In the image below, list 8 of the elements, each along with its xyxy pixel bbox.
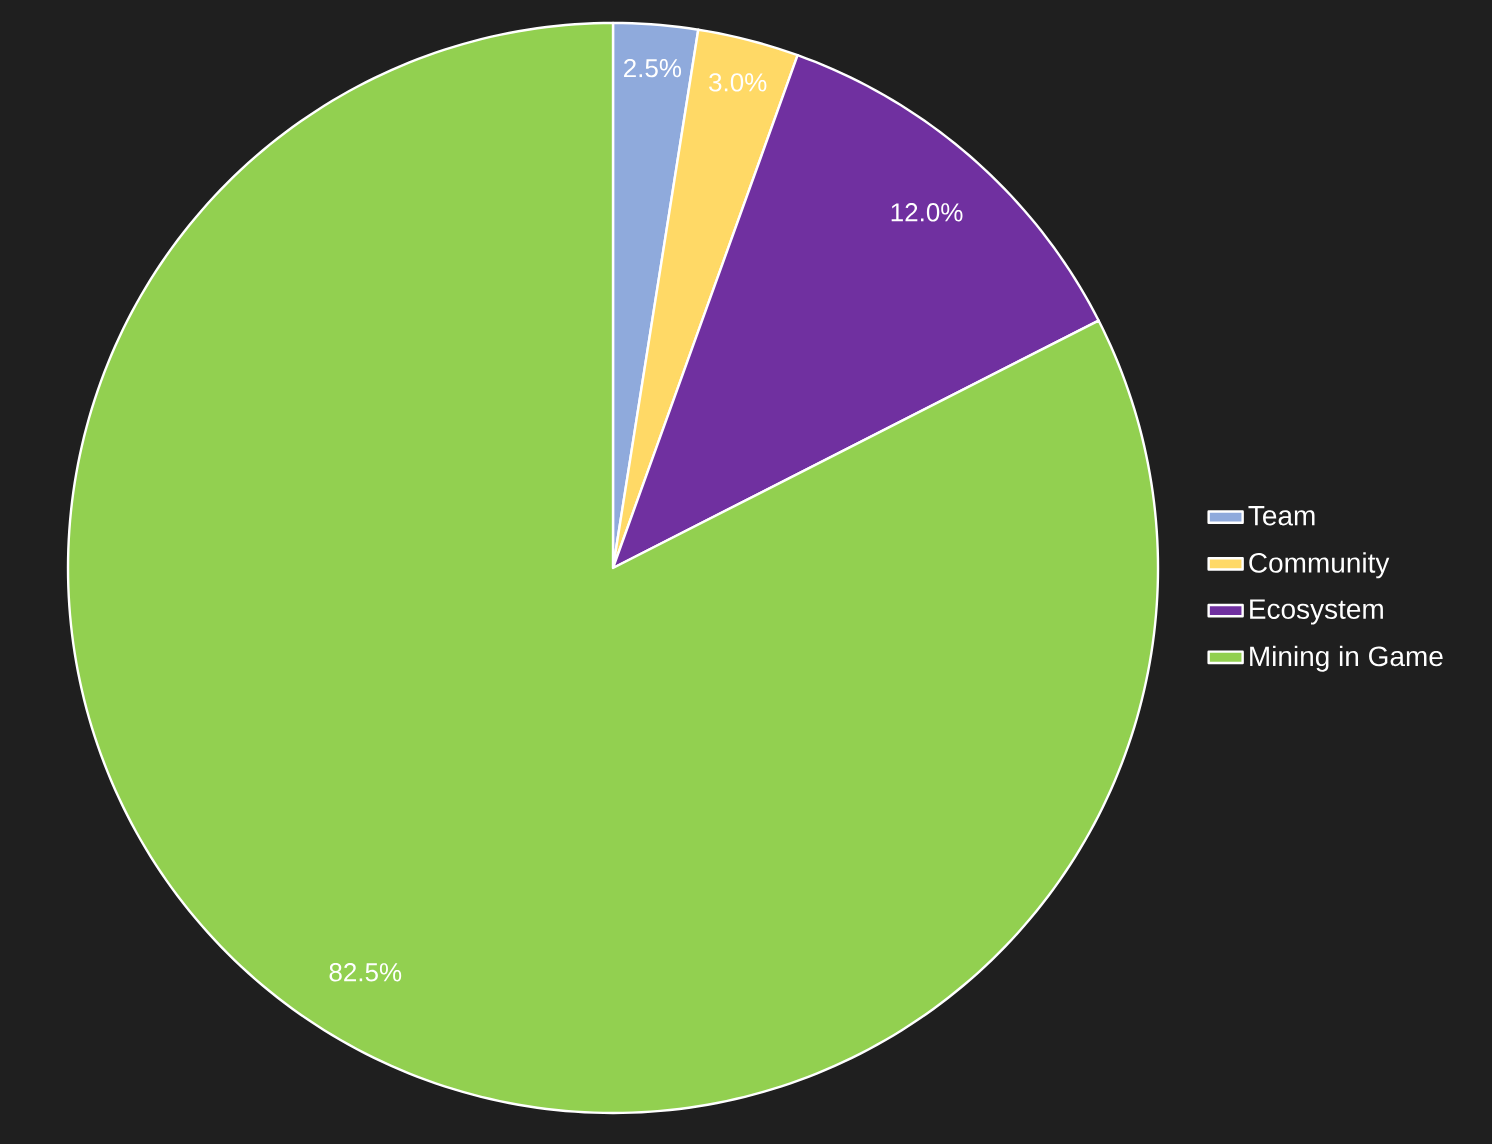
data-label: 12.0% [891, 203, 963, 222]
legend-label: Ecosystem [1250, 599, 1383, 625]
data-label: 82.5% [329, 963, 402, 982]
data-label: 2.5% [624, 58, 682, 78]
legend-label: Team [1248, 506, 1315, 526]
data-label: 3.0% [709, 73, 767, 92]
legend-label: Community [1249, 552, 1390, 579]
legend-label: Mining in Game [1250, 645, 1443, 672]
